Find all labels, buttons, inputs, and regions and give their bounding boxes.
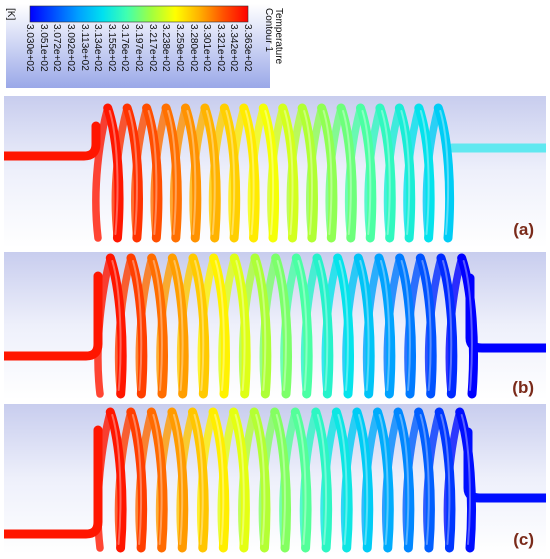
coil-turn-front bbox=[250, 253, 272, 399]
coil-turn-front bbox=[297, 103, 318, 243]
coil-turn-front bbox=[434, 407, 456, 553]
legend-tick-label: 3.113e+02 bbox=[78, 24, 90, 71]
coil-turn-front bbox=[333, 253, 354, 399]
coil-turn-front bbox=[181, 103, 202, 243]
coil-turn-front bbox=[455, 407, 476, 553]
coil-a-image bbox=[0, 96, 550, 248]
coil-turn-front bbox=[208, 407, 230, 553]
coil-turn-front bbox=[126, 253, 148, 399]
coil-turn-front bbox=[249, 407, 271, 553]
coil-turn-front bbox=[433, 103, 455, 243]
coil-turn-front bbox=[219, 103, 241, 243]
legend-tick-label: 3.217e+02 bbox=[146, 24, 158, 72]
legend-colorbar bbox=[6, 4, 270, 88]
coil-turn-front bbox=[394, 103, 416, 243]
coil-turn-front bbox=[291, 253, 313, 399]
legend-tick-label: 3.342e+02 bbox=[228, 24, 240, 72]
legend-tick-label: 3.072e+02 bbox=[51, 24, 63, 72]
coil-turn-front bbox=[311, 407, 333, 553]
panel-label-b: (b) bbox=[512, 378, 534, 397]
legend-tick-label: 3.238e+02 bbox=[160, 24, 172, 72]
panel-a: (a) bbox=[0, 96, 550, 248]
legend-tick-label: 3.176e+02 bbox=[119, 24, 131, 72]
legend-tick-label: 3.280e+02 bbox=[187, 24, 199, 72]
legend-subtitle: Contour 1 bbox=[263, 8, 274, 52]
coil-turn-front bbox=[229, 407, 250, 553]
legend-tick-label: 3.155e+02 bbox=[105, 24, 117, 72]
coil-c-image bbox=[0, 404, 550, 554]
coil-turn-front bbox=[353, 253, 375, 399]
panel-label-c: (c) bbox=[513, 530, 534, 549]
coil-turn-front bbox=[374, 253, 396, 399]
coil-turn-front bbox=[188, 407, 209, 553]
coil-turn-front bbox=[415, 253, 437, 399]
legend-tick-label: 3.092e+02 bbox=[64, 24, 76, 72]
legend-tick-label: 3.321e+02 bbox=[214, 24, 226, 72]
coil-turn-back bbox=[94, 254, 115, 398]
coil-turn-front bbox=[105, 407, 127, 553]
coil-turn-front bbox=[331, 407, 353, 553]
coil-turn-front bbox=[188, 253, 210, 399]
legend-tick-label: 3.259e+02 bbox=[173, 24, 185, 72]
coil-turn-front bbox=[142, 103, 163, 243]
legend-tick-label: 3.134e+02 bbox=[92, 24, 104, 72]
coil-turn-front bbox=[373, 407, 394, 553]
coil-turn-front bbox=[312, 253, 334, 399]
panel-c: (c) bbox=[0, 404, 550, 554]
coil-turn-front bbox=[147, 253, 168, 399]
temperature-legend: 3.030e+02 3.051e+02 3.072e+02 3.092e+02 3.11… bbox=[5, 4, 284, 88]
legend-color-ramp bbox=[29, 5, 249, 23]
inlet-pipe bbox=[0, 121, 101, 161]
coil-turn-front bbox=[229, 253, 251, 399]
panel-b: (b) bbox=[0, 252, 550, 400]
coil-turn-front bbox=[209, 253, 230, 399]
coil-turn-front bbox=[200, 103, 221, 243]
coil-turn-front bbox=[414, 407, 435, 553]
coil-turn-front bbox=[393, 407, 415, 553]
coil-turn-front bbox=[457, 253, 478, 399]
coil-turn-front bbox=[103, 103, 124, 243]
coil-turn-front bbox=[167, 407, 189, 553]
coil-turn-front bbox=[105, 253, 127, 399]
coil-turn-front bbox=[317, 103, 338, 243]
coil-turn-front bbox=[352, 407, 374, 553]
coil-turn-front bbox=[436, 253, 458, 399]
coil-turn-front bbox=[270, 407, 291, 553]
legend-tick-label: 3.051e+02 bbox=[37, 24, 49, 72]
coil-turn-front bbox=[126, 407, 148, 553]
coil-turn-front bbox=[278, 103, 299, 243]
coil-turn-front bbox=[122, 103, 143, 243]
coil-turn-front bbox=[239, 103, 260, 243]
legend-tick-label: 3.030e+02 bbox=[24, 24, 35, 72]
coil-turn-back bbox=[92, 104, 112, 242]
coil-turn-front bbox=[161, 103, 182, 243]
coil-turn-front bbox=[356, 103, 377, 243]
coil-turn-front bbox=[146, 407, 168, 553]
legend-unit: [K] bbox=[5, 8, 16, 21]
coil-turn-front bbox=[271, 253, 292, 399]
coil-turn-front bbox=[395, 253, 416, 399]
coil-turn-front bbox=[258, 103, 280, 243]
legend-title: Temperature bbox=[273, 8, 284, 65]
coil-turn-front bbox=[290, 407, 312, 553]
coil-turn-front bbox=[167, 253, 189, 399]
legend-tick-label: 3.363e+02 bbox=[242, 24, 253, 72]
coil-turn-back bbox=[94, 408, 115, 552]
coil-turn-front bbox=[375, 103, 396, 243]
legend-tick-label: 3.301e+02 bbox=[201, 24, 213, 72]
panel-label-a: (a) bbox=[513, 220, 534, 239]
legend-tick-label: 3.197e+02 bbox=[133, 24, 144, 72]
coil-turn-front bbox=[414, 103, 435, 243]
coil-turn-front bbox=[336, 103, 357, 243]
coil-b-image bbox=[0, 252, 550, 400]
